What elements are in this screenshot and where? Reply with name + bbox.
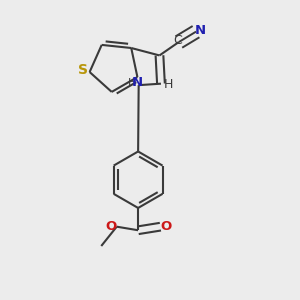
Text: N: N xyxy=(195,24,206,37)
Text: C: C xyxy=(173,34,182,47)
Text: O: O xyxy=(161,220,172,232)
Text: O: O xyxy=(105,220,116,232)
Text: S: S xyxy=(78,63,88,77)
Text: N: N xyxy=(132,76,143,89)
Text: H: H xyxy=(164,78,173,91)
Text: H: H xyxy=(128,78,136,88)
